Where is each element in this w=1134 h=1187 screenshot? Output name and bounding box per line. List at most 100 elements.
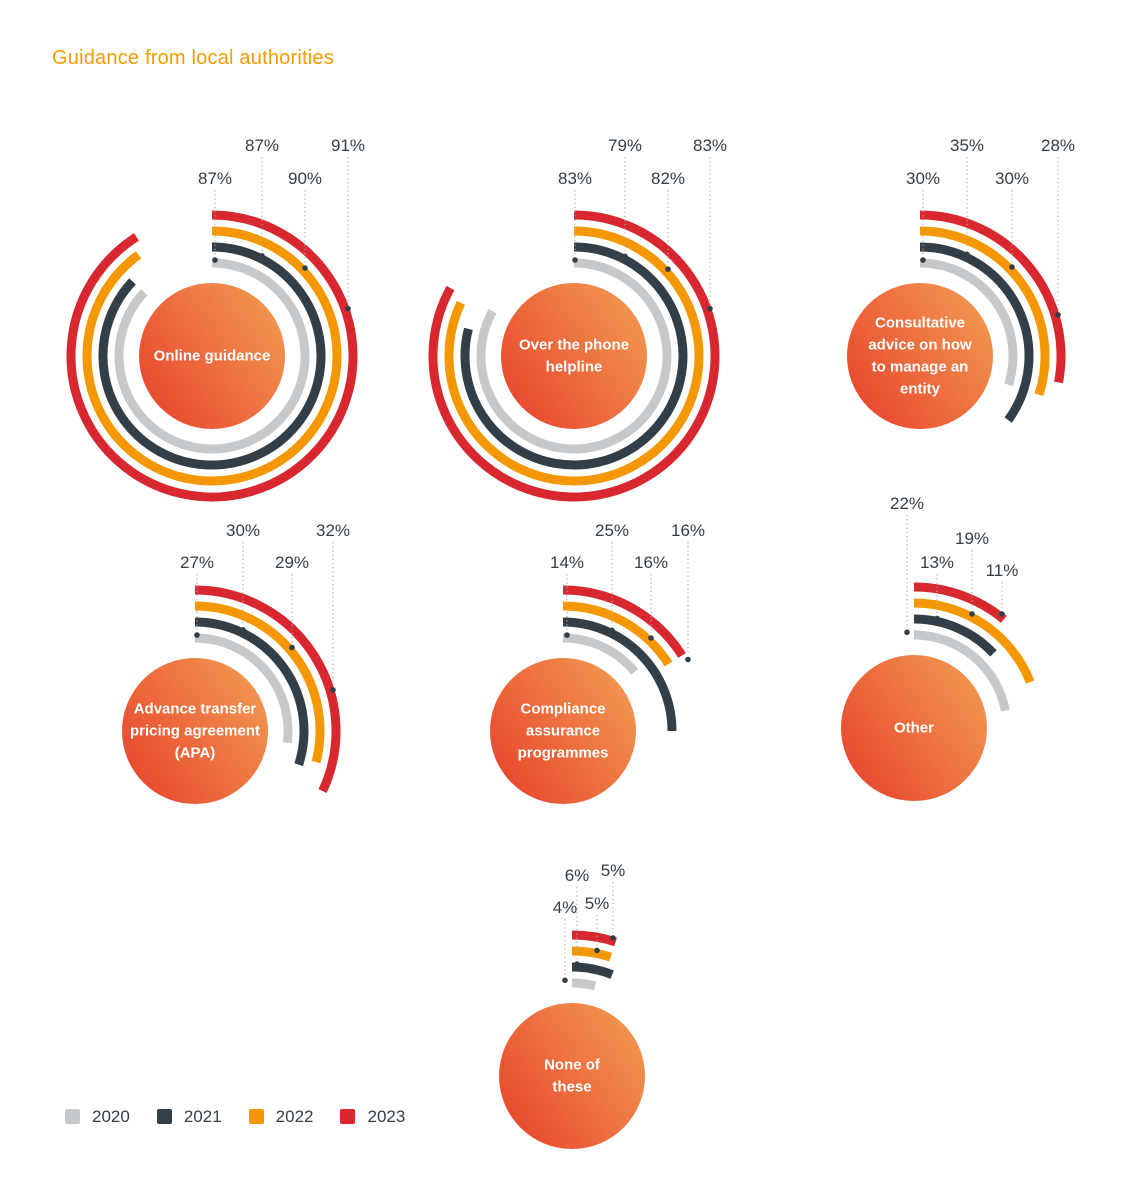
marker-dot-2021	[574, 961, 580, 967]
category-circle	[122, 658, 268, 804]
ring-2022	[562, 601, 673, 667]
marker-dot-2023	[999, 611, 1005, 617]
category-label-line: Online guidance	[154, 348, 271, 365]
value-label-2020: 30%	[906, 169, 940, 188]
ring-2023	[571, 930, 617, 947]
marker-dot-2021	[609, 627, 615, 634]
value-label-2021: 35%	[950, 136, 984, 155]
value-label-2022: 90%	[288, 169, 322, 188]
ring-2023	[428, 210, 720, 502]
value-label-2021: 30%	[226, 521, 260, 540]
ring-2023	[562, 585, 686, 658]
value-label-2022: 82%	[651, 169, 685, 188]
value-label-2020: 27%	[180, 553, 214, 572]
ring-2021	[571, 962, 614, 979]
category-label-line: Consultative	[875, 315, 965, 332]
value-label-2022: 19%	[955, 529, 989, 548]
legend-item-2023: 2023	[340, 1108, 405, 1125]
radial-chart-compliance-assurance-programmes: 14% 25% 16%16% Compliance assurance programme…	[490, 521, 705, 804]
ring-2023	[919, 210, 1066, 384]
ring-2020	[562, 633, 639, 675]
category-label-line: Compliance	[520, 701, 605, 718]
legend-label-2021: 2021	[183, 1107, 222, 1126]
marker-dot-2020	[212, 257, 218, 263]
radial-chart-online-guidance: 87% 87% 90% 91% Online guidance	[66, 136, 365, 502]
radial-chart-none-of-these: 4% 6% 5% 5% None of these	[499, 861, 645, 1149]
ring-2022	[571, 946, 613, 962]
category-label-line: programmes	[518, 745, 609, 762]
value-label-2020: 14%	[550, 553, 584, 572]
marker-dot-2020	[564, 632, 570, 638]
ring-2020	[114, 258, 310, 454]
marker-dot-2020	[194, 632, 200, 638]
radial-chart-other: 22% 13%19% 11% Other	[841, 494, 1035, 801]
value-label-2021: 87%	[245, 136, 279, 155]
ring-2023	[913, 582, 1007, 623]
marker-dot-2022	[594, 947, 600, 954]
legend-item-2022: 2022	[248, 1107, 314, 1126]
legend-swatch-2020	[65, 1109, 80, 1124]
value-label-2023: 11%	[986, 561, 1019, 580]
marker-dot-2021	[240, 627, 246, 633]
category-label-line: Advance transfer	[134, 701, 257, 718]
value-label-2020: 87%	[198, 169, 232, 188]
marker-dot-2020	[572, 257, 578, 263]
ring-2022	[913, 598, 1035, 684]
value-label-2022: 16%	[634, 553, 668, 572]
legend-swatch-2021	[156, 1109, 172, 1124]
value-label-2022: 29%	[275, 553, 309, 572]
ring-2022	[82, 226, 342, 486]
value-label-2022: 5%	[585, 894, 610, 913]
value-label-2020: 4%	[553, 898, 578, 917]
ring-2020	[194, 633, 293, 744]
category-label-line: to manage an	[872, 359, 969, 376]
legend-label-2023: 2023	[367, 1107, 406, 1126]
category-label-line: pricing agreement	[130, 723, 260, 740]
category-label-line: (APA)	[175, 745, 216, 762]
marker-dot-2020	[562, 977, 568, 984]
ring-2021	[460, 242, 688, 470]
legend-label-2022: 2022	[275, 1107, 314, 1126]
ring-2021	[98, 242, 326, 470]
ring-2021	[562, 617, 677, 732]
marker-dot-2023	[330, 687, 336, 693]
marker-dot-2021	[259, 252, 265, 259]
marker-dot-2023	[707, 305, 713, 312]
category-label-line: Other	[894, 720, 934, 737]
ring-2021	[913, 614, 997, 657]
marker-dot-2022	[969, 611, 975, 617]
category-circle	[499, 1003, 645, 1149]
value-label-2023: 83%	[693, 136, 727, 155]
legend-label-2020: 2020	[92, 1107, 130, 1126]
marker-dot-2023	[610, 935, 616, 941]
ring-2023	[194, 585, 341, 793]
marker-dot-2022	[289, 644, 295, 651]
legend-swatch-2022	[248, 1109, 264, 1124]
marker-dot-2022	[1009, 264, 1015, 270]
value-label-2022: 30%	[995, 169, 1029, 188]
ring-2020	[571, 978, 597, 991]
radial-chart-over-the-phone-helpline: 83% 79% 82% 83% Over the phone helpline	[428, 136, 727, 502]
category-circle	[847, 283, 993, 429]
ring-2022	[444, 226, 704, 486]
category-label-line: helpline	[546, 359, 603, 376]
legend-item-2021: 2021	[156, 1107, 222, 1126]
marker-dot-2021	[622, 253, 628, 260]
marker-dot-2022	[665, 266, 671, 272]
marker-dot-2022	[302, 265, 308, 271]
category-label-line: Over the phone	[519, 337, 629, 354]
legend-item-2020: 2020	[65, 1108, 130, 1125]
marker-dot-2020	[904, 629, 910, 636]
marker-dot-2021	[934, 615, 940, 622]
category-label-line: advice on how	[868, 337, 972, 354]
legend-swatch-2023	[340, 1109, 356, 1124]
marker-dot-2023	[685, 656, 691, 663]
marker-dot-2021	[964, 251, 970, 258]
value-label-2021: 13%	[920, 553, 954, 572]
ring-2021	[194, 617, 309, 767]
value-label-2020: 22%	[890, 494, 924, 513]
value-label-2021: 79%	[608, 136, 642, 155]
radial-chart-consultative-advice-on-how-to-manage-an-entity: 30% 35% 30% 28% Consultative advice on how to …	[847, 136, 1075, 429]
value-label-2023: 32%	[316, 521, 350, 540]
